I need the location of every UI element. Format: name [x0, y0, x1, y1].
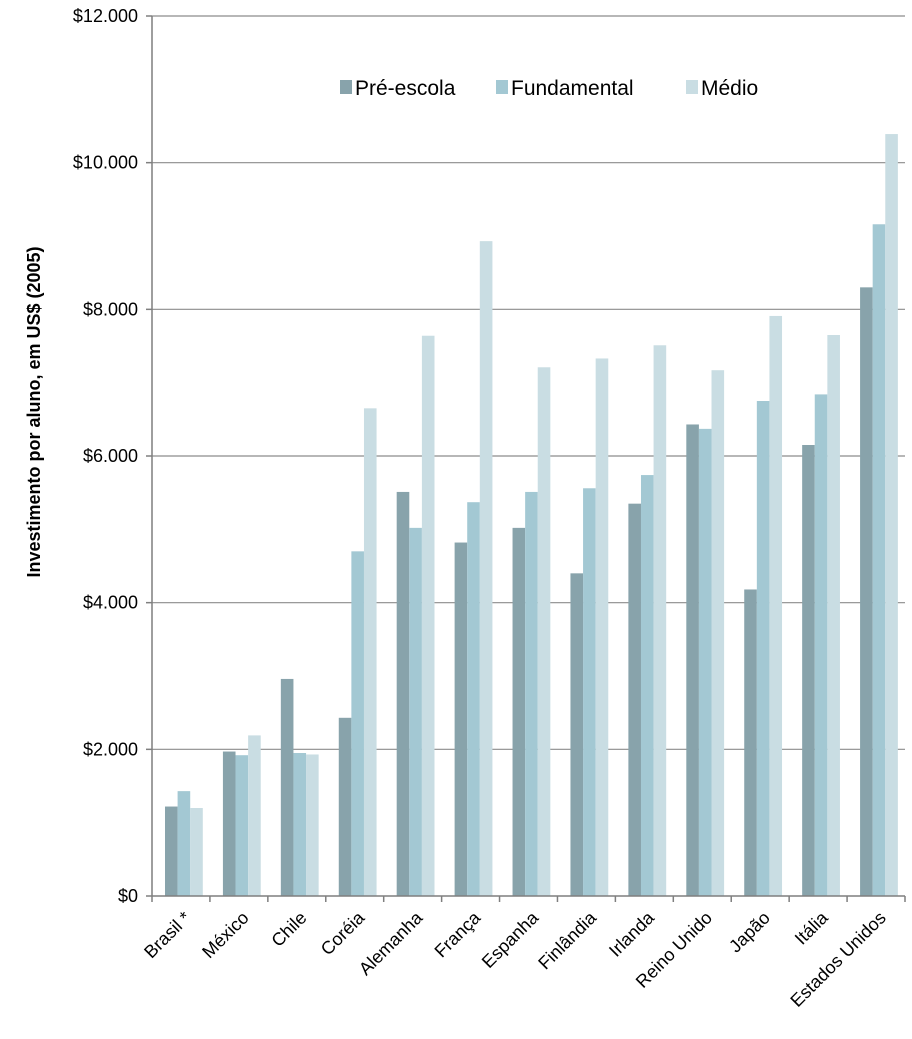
x-tick-label: Japão: [725, 908, 774, 957]
x-tick-label: Espanha: [478, 907, 543, 972]
legend-swatch: [496, 80, 508, 94]
bar-pre-escola: [802, 445, 815, 896]
bar-medio: [363, 408, 377, 896]
y-tick-label: $10.000: [73, 153, 138, 173]
y-tick-label: $8.000: [83, 299, 138, 319]
bar-pre-escola: [512, 527, 526, 896]
y-tick-label: $0: [118, 886, 138, 906]
bar-pre-escola: [280, 678, 294, 896]
x-tick-label: Irlanda: [605, 907, 659, 961]
bar-fundamental: [583, 488, 596, 896]
bar-pre-escola: [222, 751, 236, 896]
bar-fundamental: [814, 394, 828, 896]
x-tick-label: França: [431, 907, 485, 961]
bar-medio: [537, 367, 551, 896]
bar-pre-escola: [686, 424, 699, 896]
bar-medio: [711, 370, 725, 896]
y-axis-label: Investimento por aluno, em US$ (2005): [24, 246, 44, 577]
bars: [165, 134, 898, 897]
bar-fundamental: [235, 755, 249, 896]
y-tick-label: $2.000: [83, 739, 138, 759]
legend-label: Fundamental: [511, 77, 634, 100]
bar-fundamental: [698, 428, 712, 896]
bar-pre-escola: [744, 589, 757, 896]
legend-swatch: [340, 80, 352, 94]
x-tick-label: Alemanha: [355, 907, 427, 979]
bar-fundamental: [756, 401, 770, 896]
bar-medio: [595, 358, 609, 896]
x-tick-label: Itália: [791, 907, 833, 949]
legend-swatch: [686, 80, 698, 94]
bar-medio: [479, 241, 493, 897]
bar-fundamental: [640, 475, 654, 896]
bar-fundamental: [409, 527, 422, 896]
x-tick-label: Brasil *: [140, 908, 194, 962]
bar-pre-escola: [165, 806, 178, 896]
bar-medio: [421, 335, 435, 896]
bar-pre-escola: [860, 287, 873, 896]
bar-medio: [827, 335, 840, 896]
bar-medio: [190, 808, 203, 896]
bar-fundamental: [467, 502, 480, 896]
x-tick-label: Coréia: [317, 907, 369, 959]
legend-label: Pré-escola: [355, 77, 456, 100]
bar-pre-escola: [454, 542, 468, 896]
bar-fundamental: [872, 224, 886, 896]
bar-fundamental: [293, 753, 307, 896]
bar-pre-escola: [396, 491, 410, 896]
bar-medio: [248, 735, 261, 896]
bar-pre-escola: [570, 573, 584, 896]
bar-medio: [769, 315, 783, 896]
x-tick-label: México: [198, 908, 252, 962]
y-tick-label: $6.000: [83, 446, 138, 466]
bar-fundamental: [525, 491, 538, 896]
x-tick-label: Chile: [267, 908, 310, 951]
bar-medio: [653, 345, 667, 896]
bar-fundamental: [351, 551, 364, 896]
x-tick-label: Finlândia: [534, 907, 600, 973]
bar-pre-escola: [338, 717, 352, 896]
legend: Pré-escola Fundamental Médio: [340, 77, 758, 100]
y-tick-labels: $0 $2.000 $4.000 $6.000 $8.000 $10.000 $12.000: [73, 6, 152, 906]
y-tick-label: $4.000: [83, 593, 138, 613]
y-tick-label: $12.000: [73, 6, 138, 26]
bar-medio: [306, 754, 319, 896]
legend-label: Médio: [701, 77, 758, 100]
bar-medio: [885, 134, 898, 897]
bar-fundamental: [177, 791, 191, 896]
bar-pre-escola: [628, 503, 641, 896]
